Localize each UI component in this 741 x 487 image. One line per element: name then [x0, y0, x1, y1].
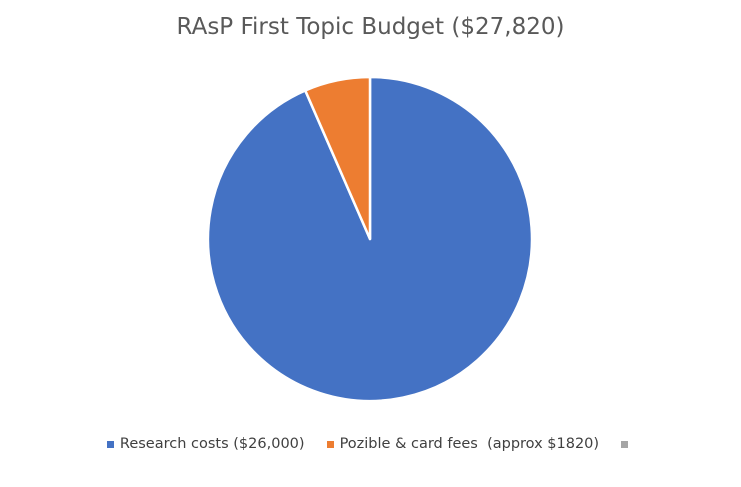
chart-legend: Research costs ($26,000) Pozible & card f…	[0, 436, 741, 452]
chart-title: RAsP First Topic Budget ($27,820)	[176, 14, 565, 40]
legend-item-1: Pozible & card fees (approx $1820)	[326, 436, 600, 452]
legend-swatch-1	[326, 440, 334, 448]
legend-swatch-2	[621, 440, 629, 448]
legend-label-0: Research costs ($26,000)	[119, 436, 305, 452]
legend-item-2	[621, 440, 634, 448]
legend-item-0: Research costs ($26,000)	[106, 436, 305, 452]
legend-label-1: Pozible & card fees (approx $1820)	[339, 436, 600, 452]
legend-swatch-0	[106, 440, 114, 448]
pie-slice-0	[206, 75, 534, 403]
pie-slice-1	[304, 75, 372, 241]
